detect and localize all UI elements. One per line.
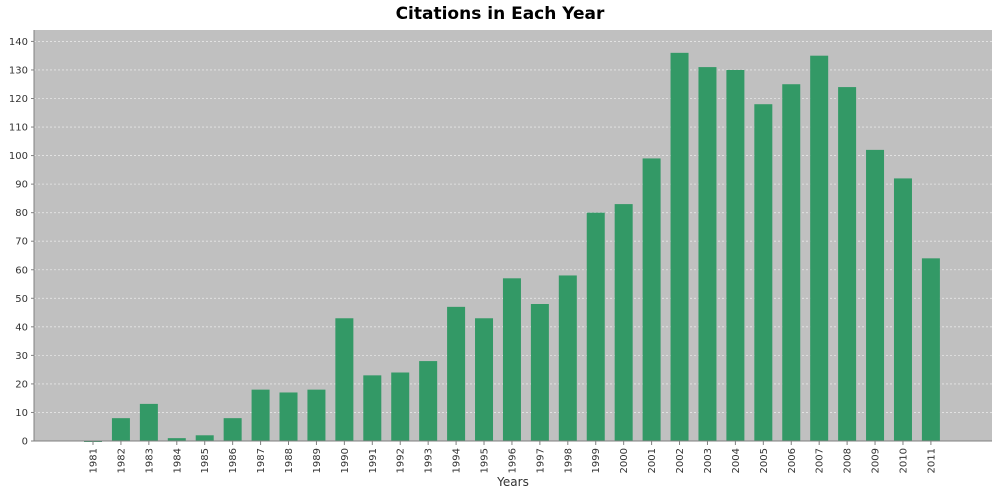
x-tick-label-1989: 1989: [312, 448, 323, 473]
y-tick-label: 140: [9, 37, 28, 48]
x-tick-label-1992: 1992: [396, 448, 407, 473]
bar-1985: [195, 435, 214, 441]
y-tick-label: 50: [15, 294, 28, 305]
bar-1991: [363, 375, 382, 441]
y-tick-label: 120: [9, 94, 28, 105]
x-tick-label-1999: 1999: [591, 448, 602, 473]
x-tick-label-1982: 1982: [116, 448, 127, 473]
bar-1996: [502, 278, 521, 441]
y-tick-label: 60: [15, 265, 28, 276]
x-tick-label-2000: 2000: [619, 448, 630, 473]
bar-2000: [614, 204, 633, 441]
x-axis: 1981 1982 1983 1984 1985 1986 1987 1988 1989 1990…: [34, 440, 992, 473]
x-tick-label-1990: 1990: [340, 448, 351, 473]
x-tick-label-2008: 2008: [843, 448, 854, 473]
x-tick-label-1988: 1988: [284, 448, 295, 473]
y-tick-label: 100: [9, 151, 28, 162]
x-tick-label-1981: 1981: [89, 448, 100, 473]
x-axis-title: Years: [496, 475, 529, 489]
x-tick-label-2005: 2005: [759, 448, 770, 473]
bar-1993: [419, 361, 438, 441]
bar-2011: [921, 258, 940, 441]
bar-1984: [167, 438, 186, 441]
x-tick-label-2002: 2002: [675, 448, 686, 473]
bar-1995: [475, 318, 494, 441]
x-tick-label-1984: 1984: [172, 448, 183, 473]
x-tick-label-1994: 1994: [452, 448, 463, 473]
x-tick-label-2007: 2007: [815, 448, 826, 473]
x-tick-label-2010: 2010: [898, 448, 909, 473]
y-tick-label: 0: [22, 437, 28, 448]
x-tick-label-1997: 1997: [535, 448, 546, 473]
x-tick-label-1985: 1985: [200, 448, 211, 473]
x-tick-label-2011: 2011: [926, 448, 937, 473]
y-axis: 0 10 20 30 40 50 60 70 80 90 100 110 120 130 140: [9, 30, 35, 448]
x-tick-label-2009: 2009: [871, 448, 882, 473]
y-tick-label: 90: [15, 180, 28, 191]
chart-title: Citations in Each Year: [395, 4, 605, 24]
bar-1982: [111, 418, 130, 441]
y-tick-label: 110: [9, 123, 28, 134]
bars: [84, 52, 940, 442]
y-tick-label: 20: [15, 379, 28, 390]
bar-1997: [530, 304, 549, 441]
x-tick-label-2004: 2004: [731, 448, 742, 473]
bar-2004: [726, 69, 745, 441]
bar-2002: [670, 52, 689, 441]
bar-2001: [642, 158, 661, 441]
x-tick-label-1998: 1998: [563, 448, 574, 473]
bar-2010: [893, 178, 912, 441]
bar-1994: [447, 306, 466, 441]
bar-1988: [279, 392, 298, 441]
bar-1990: [335, 318, 354, 441]
x-tick-label-2003: 2003: [703, 448, 714, 473]
bar-2003: [698, 67, 717, 442]
y-tick-label: 30: [15, 351, 28, 362]
x-tick-label-1983: 1983: [144, 448, 155, 473]
x-tick-label-2006: 2006: [787, 448, 798, 473]
x-tick-label-1996: 1996: [507, 448, 518, 473]
x-tick-label-1987: 1987: [256, 448, 267, 473]
bar-1987: [251, 389, 270, 441]
x-tick-label-1993: 1993: [424, 448, 435, 473]
x-tick-label-2001: 2001: [647, 448, 658, 473]
y-tick-label: 130: [9, 65, 28, 76]
bar-2009: [866, 149, 885, 441]
x-tick-label-1995: 1995: [480, 448, 491, 473]
x-tick-label-1986: 1986: [228, 448, 239, 473]
y-tick-label: 10: [15, 408, 28, 419]
bar-1989: [307, 389, 326, 441]
y-tick-label: 80: [15, 208, 28, 219]
y-tick-label: 40: [15, 322, 28, 333]
bar-2007: [810, 55, 829, 441]
bar-1986: [223, 418, 242, 441]
bar-1999: [586, 212, 605, 441]
y-tick-label: 70: [15, 237, 28, 248]
bar-1992: [391, 372, 410, 441]
bar-2006: [782, 84, 801, 442]
bar-1998: [558, 275, 577, 441]
bar-2008: [838, 87, 857, 441]
x-tick-label-1991: 1991: [368, 448, 379, 473]
bar-2005: [754, 104, 773, 441]
bar-1983: [139, 403, 158, 441]
